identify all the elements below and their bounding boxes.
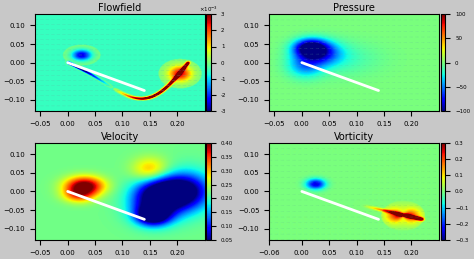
Title: $\times10^{-3}$: $\times10^{-3}$ — [199, 4, 219, 14]
Title: Pressure: Pressure — [333, 3, 375, 13]
Title: Vorticity: Vorticity — [334, 132, 374, 142]
Title: Velocity: Velocity — [100, 132, 139, 142]
Title: Flowfield: Flowfield — [98, 3, 141, 13]
